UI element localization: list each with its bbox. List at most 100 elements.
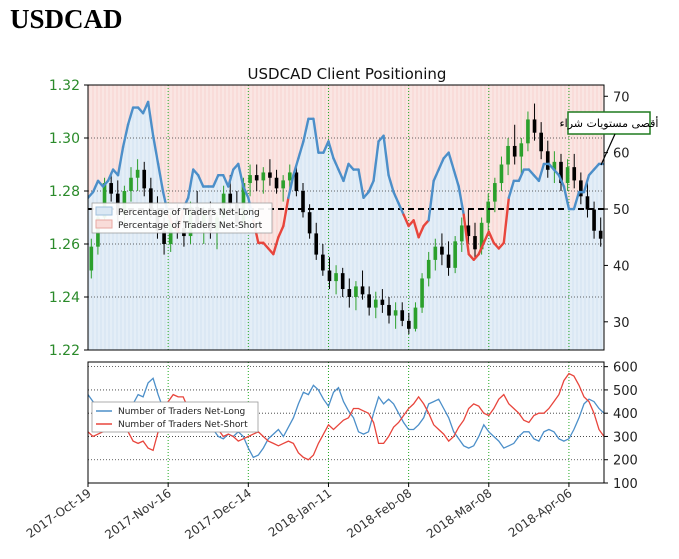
percent-segment (342, 162, 350, 183)
date-tick-label: 2017-Dec-14 (182, 486, 254, 542)
candle-body (473, 236, 477, 250)
percent-segment (527, 168, 536, 177)
candle-body (301, 191, 305, 213)
date-tick-label: 2017-Nov-16 (102, 486, 174, 542)
percent-segment (487, 230, 495, 245)
top-legend-box (91, 202, 273, 234)
candle-body (585, 196, 590, 210)
count-tick-label: 100 (613, 477, 638, 492)
candle-body (512, 145, 517, 157)
candle-body (380, 299, 385, 305)
date-tick-label: 2017-Oct-19 (24, 486, 94, 541)
percent-segment (537, 162, 546, 183)
percent-segment (212, 174, 220, 188)
legend-short-label: Percentage of Traders Net-Short (118, 221, 263, 231)
count-tick-label: 400 (613, 407, 638, 422)
percent-segment (322, 140, 330, 154)
candle-body (287, 172, 292, 181)
percent-segment (96, 179, 105, 188)
percent-segment (277, 224, 285, 239)
candle-body (532, 119, 537, 133)
percent-segment (222, 174, 230, 188)
top-frame (87, 84, 605, 351)
candle-body (393, 310, 398, 316)
candle-body (281, 180, 285, 189)
candle-body (340, 273, 345, 290)
candle-body (426, 259, 431, 279)
price-tick-label: 1.28 (49, 184, 80, 200)
date-tick-label: 2018-Apr-06 (506, 486, 575, 540)
percent-segment (457, 185, 465, 216)
candle-body (387, 304, 391, 316)
candle-body (572, 167, 577, 181)
count-short-line (87, 372, 605, 461)
percent-segment (557, 174, 566, 188)
candle-body (453, 241, 457, 268)
candle-body (254, 175, 259, 181)
percent-segment (297, 140, 305, 160)
percent-segment (402, 213, 410, 228)
percent-segment (151, 134, 160, 166)
percent-segment (432, 168, 440, 183)
annotation-text: أقصى مستويات شراء (559, 116, 658, 130)
trader-count-panel: 100 200 300 400 500 600 Number of Traders Net-… (87, 361, 638, 492)
candle-body (479, 222, 484, 250)
percent-segment (492, 241, 500, 250)
percent-segment (367, 179, 375, 194)
candle-body (360, 286, 365, 295)
percent-segment (146, 100, 155, 137)
candle-body (367, 294, 371, 308)
price-tick-label: 1.26 (49, 237, 80, 253)
price-tick-label: 1.30 (49, 131, 80, 147)
percent-segment (552, 168, 561, 177)
percent-tick-label: 70 (613, 90, 630, 105)
page-title: USDCAD (10, 4, 123, 34)
candle-body (294, 172, 299, 191)
candle-body (565, 167, 570, 184)
count-tick-label: 500 (613, 384, 638, 399)
percent-segment (106, 168, 115, 183)
percent-segment (472, 252, 480, 261)
candle-body (248, 175, 252, 184)
percent-segment (417, 224, 425, 239)
percent-segment (397, 202, 405, 216)
percent-segment (327, 140, 335, 160)
candle-body (109, 183, 113, 194)
percent-segment (282, 196, 290, 228)
price-tick-label: 1.22 (49, 343, 80, 359)
percent-segment (387, 174, 395, 194)
count-tick-label: 300 (613, 430, 638, 445)
percent-segment (467, 252, 475, 261)
percent-segment (332, 157, 340, 171)
candle-body (459, 225, 464, 242)
percent-segment (272, 236, 280, 256)
percent-segment (452, 168, 460, 188)
candle-body (400, 310, 405, 321)
candle-body (446, 254, 451, 268)
percent-segment (422, 219, 430, 228)
percent-segment (447, 151, 455, 171)
percent-segment (91, 179, 100, 194)
percent-segment (237, 162, 245, 188)
percent-segment (392, 190, 400, 205)
date-axis: 2017-Oct-19 2017-Nov-16 2017-Dec-14 2018-Ja… (24, 483, 575, 542)
percent-segment (302, 117, 310, 143)
candle-body (407, 320, 411, 329)
candle-body (347, 289, 352, 297)
top-legend: Percentage of Traders Net-Long Percentage… (91, 202, 273, 234)
percent-segment (462, 213, 470, 256)
legend-short-swatch (95, 219, 113, 229)
percent-tick-label: 60 (613, 147, 630, 162)
percent-segment (262, 241, 270, 250)
percent-segment (547, 162, 556, 171)
candle-body (559, 161, 563, 184)
percent-segment (587, 168, 596, 177)
candle-body (228, 193, 233, 205)
candle-body (592, 209, 596, 231)
date-tick-label: 2018-Mar-08 (424, 486, 495, 541)
percent-tick-label: 40 (613, 259, 630, 274)
legend-long-swatch (95, 206, 113, 216)
candle-body (526, 119, 530, 144)
candle-body (261, 172, 266, 181)
